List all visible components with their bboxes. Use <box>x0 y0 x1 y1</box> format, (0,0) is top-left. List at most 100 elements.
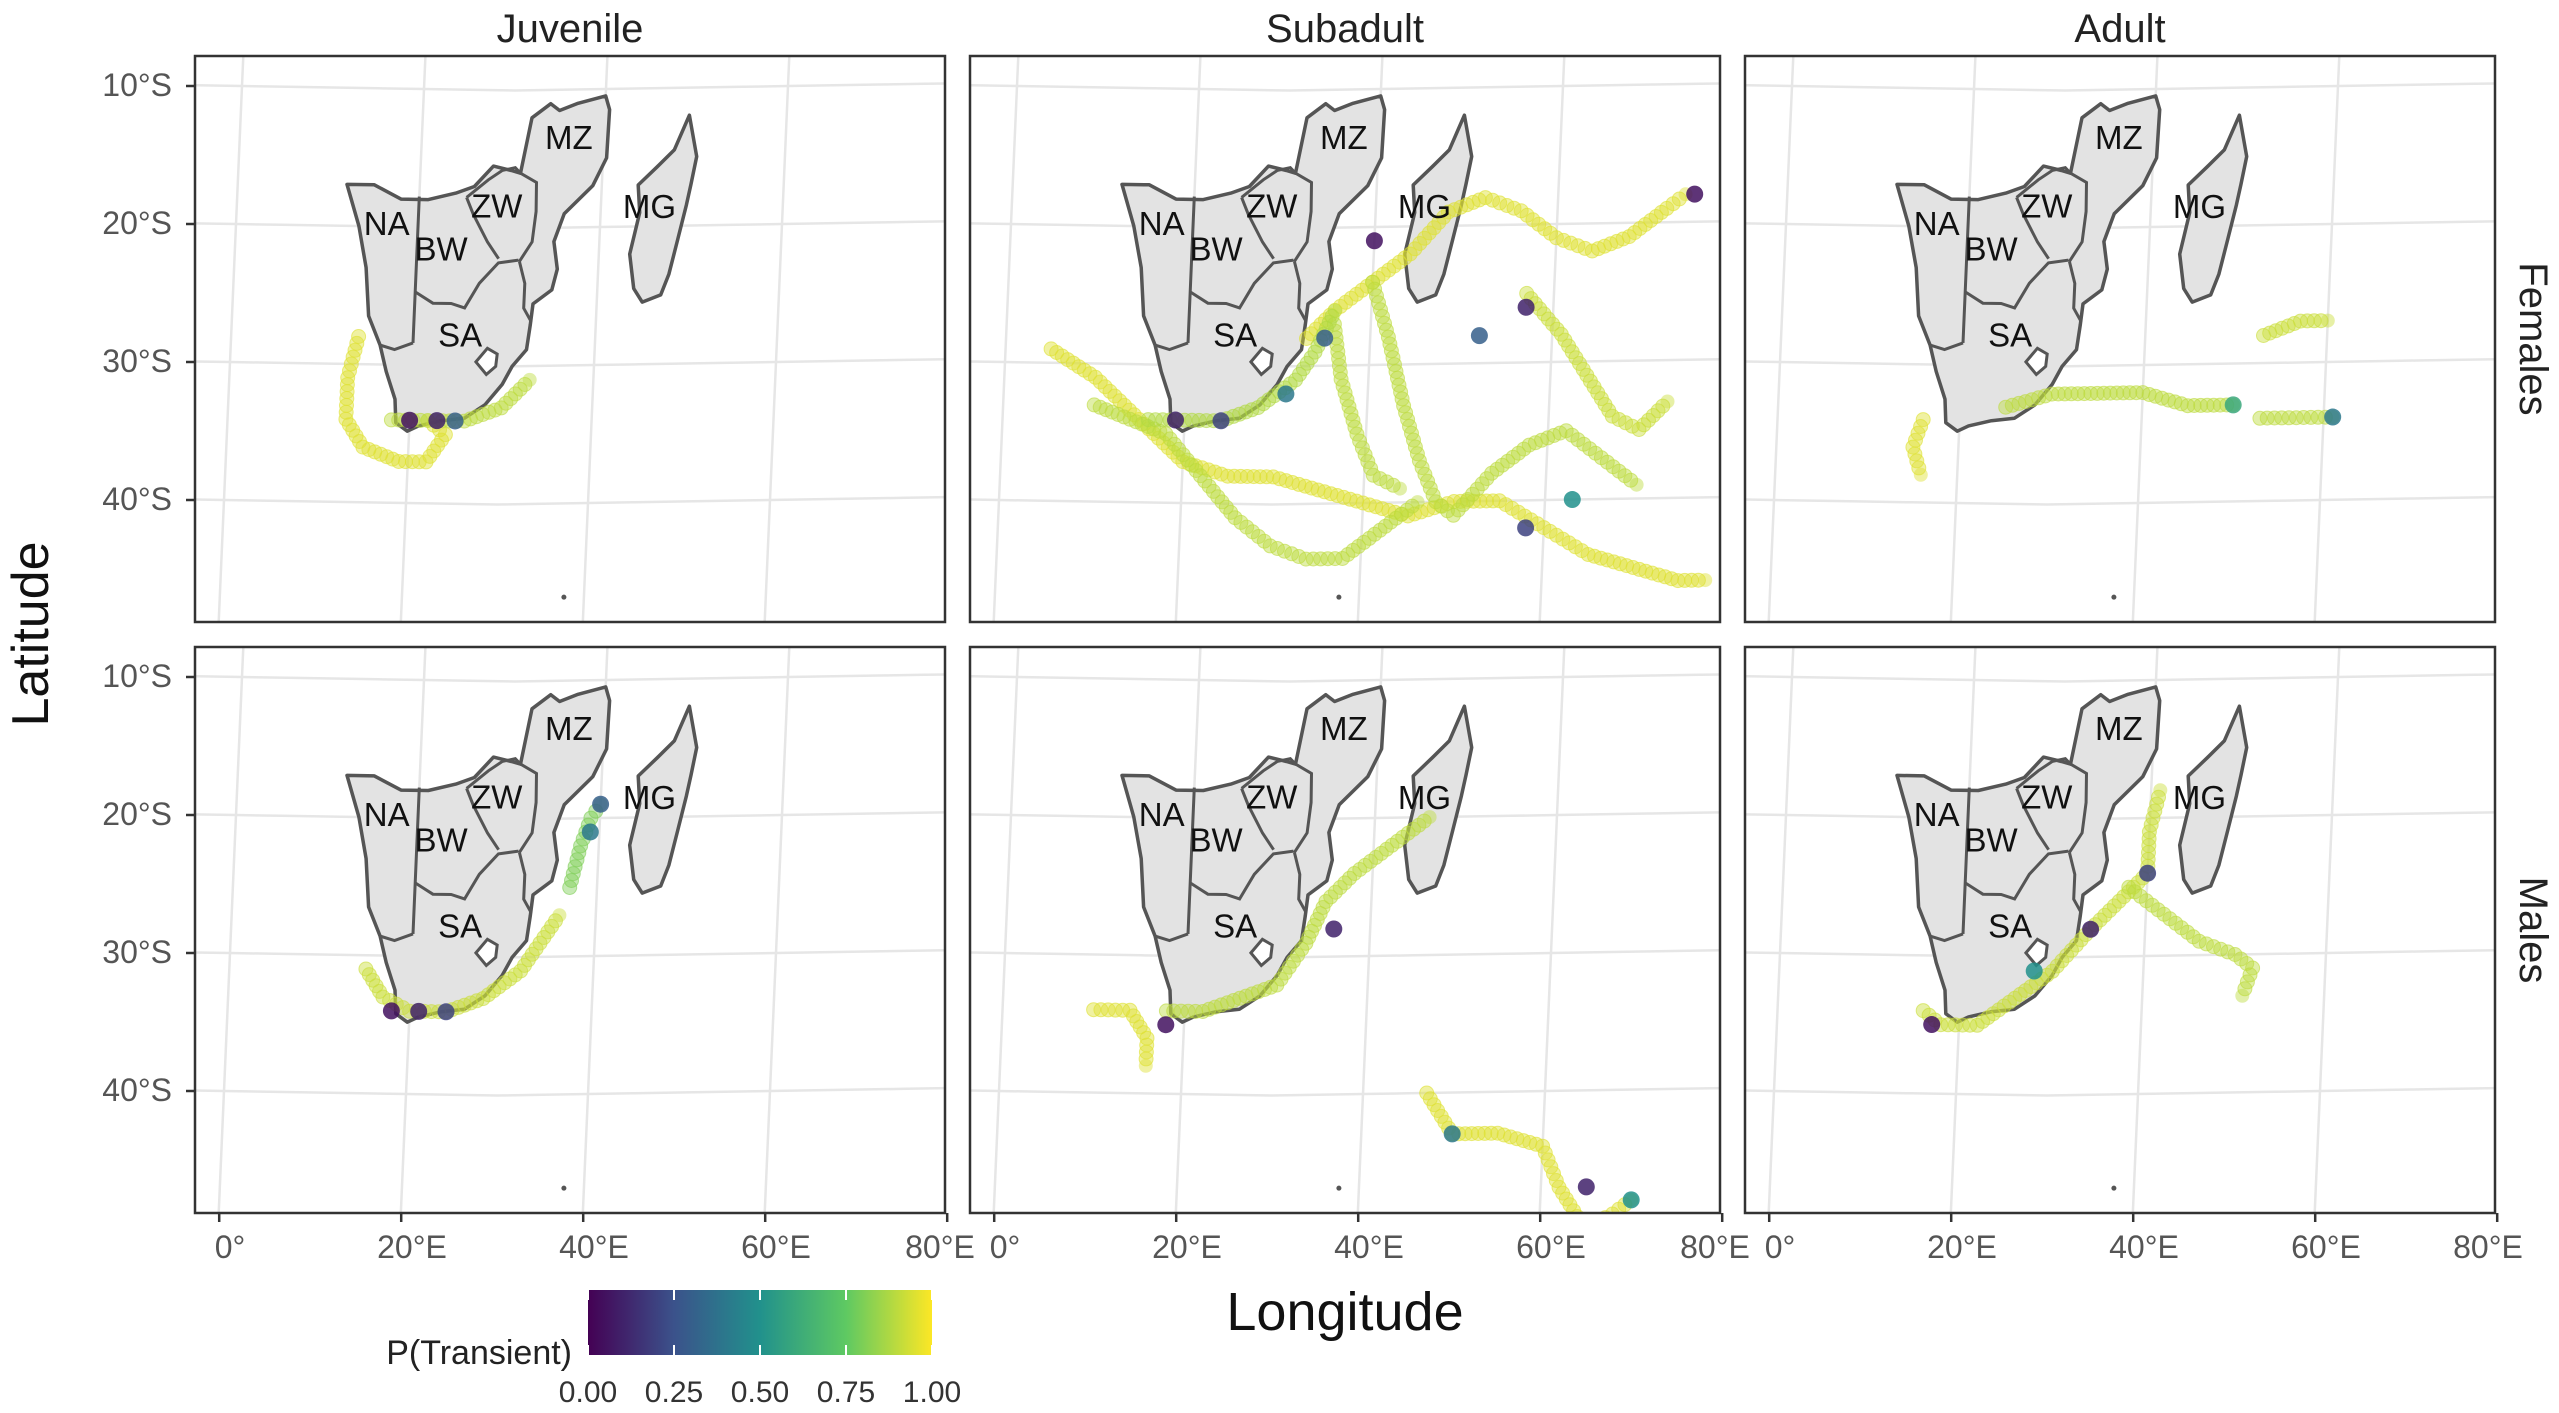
marion-island <box>561 1185 567 1191</box>
country-label: SA <box>1988 316 2032 353</box>
resident-point <box>437 1003 455 1021</box>
location-point <box>1570 1209 1584 1213</box>
location-point <box>522 372 537 387</box>
landmass <box>1895 94 2249 600</box>
location-point <box>1690 572 1706 588</box>
x-tick-label: 80°E <box>905 1229 975 1265</box>
resident-point <box>1167 411 1184 429</box>
track-points <box>1043 185 1713 589</box>
y-tick-labels-bottom: 10°S 20°S 30°S 40°S <box>102 658 172 1108</box>
resident-point <box>446 412 464 430</box>
lesotho-outline <box>1248 346 1274 377</box>
country-label: SA <box>1213 907 1257 944</box>
location-point <box>1404 498 1420 514</box>
graticule-meridian <box>1767 647 1795 1213</box>
x-tick-labels-col3: 0° 20°E 40°E 60°E 80°E <box>1765 1229 2523 1265</box>
resident-point <box>1443 1125 1461 1143</box>
panel-border <box>1743 645 2497 1215</box>
country-label: BW <box>1965 822 2019 859</box>
southern-africa-landmass <box>1120 94 1387 433</box>
resident-point <box>1316 329 1334 347</box>
x-axis-title: Longitude <box>1226 1282 1463 1342</box>
country-border <box>2015 166 2089 263</box>
legend-tick-label: 0.75 <box>817 1376 875 1409</box>
x-tick-label: 60°E <box>1516 1229 1586 1265</box>
country-label: NA <box>1139 205 1185 242</box>
country-border <box>1929 932 1964 943</box>
x-tick-label: 40°E <box>1334 1229 1404 1265</box>
country-label: BW <box>1190 822 1244 859</box>
y-tick-label: 10°S <box>102 67 172 103</box>
country-label: NA <box>364 796 410 833</box>
lesotho-outline <box>2023 346 2049 377</box>
resident-point <box>1212 412 1230 430</box>
panel-border <box>193 645 947 1215</box>
location-point <box>1138 1058 1153 1073</box>
x-tick-label: 20°E <box>1927 1229 1997 1265</box>
country-border <box>1961 196 1971 343</box>
country-border <box>1240 757 1314 854</box>
country-label: ZW <box>2021 187 2073 224</box>
location-point <box>1138 1051 1154 1067</box>
location-point <box>2235 988 2250 1003</box>
legend-tick-label: 0.50 <box>731 1376 789 1409</box>
southern-africa-landmass <box>1895 94 2162 433</box>
country-label: BW <box>1190 231 1244 268</box>
location-point <box>1623 472 1639 488</box>
country-border <box>411 787 421 934</box>
country-border <box>2015 757 2089 854</box>
x-tick-label: 80°E <box>1680 1229 1750 1265</box>
resident-point <box>1157 1016 1175 1034</box>
graticule-meridian <box>2313 647 2341 1213</box>
country-label: ZW <box>1246 187 1298 224</box>
location-point <box>1591 1214 1605 1228</box>
resident-point <box>1923 1016 1941 1034</box>
color-legend: P(Transient) 0.00 0.25 0.50 0.75 1.00 <box>386 1290 961 1409</box>
country-label: NA <box>1914 205 1960 242</box>
country-label: ZW <box>1246 778 1298 815</box>
madagascar-landmass <box>2177 704 2249 895</box>
country-label: SA <box>1213 316 1257 353</box>
panel-border <box>968 645 1722 1215</box>
location-point <box>548 913 563 929</box>
y-tick-label: 30°S <box>102 934 172 970</box>
y-tick-labels-top: 10°S 20°S 30°S 40°S <box>102 67 172 517</box>
location-point <box>2153 783 2168 798</box>
resident-point <box>2224 396 2242 414</box>
resident-point <box>410 1002 428 1020</box>
location-point <box>1227 510 1243 526</box>
country-label: MG <box>1398 779 1451 816</box>
country-border <box>1964 849 2069 901</box>
legend-tick-label: 0.25 <box>645 1376 703 1409</box>
country-border <box>1929 341 1964 352</box>
resident-point <box>382 1002 400 1020</box>
country-label: ZW <box>2021 778 2073 815</box>
resident-point <box>1517 519 1535 537</box>
country-border <box>2015 787 2050 851</box>
y-axis-title: Latitude <box>2 541 60 726</box>
graticule-meridian <box>2313 56 2341 622</box>
resident-point <box>592 795 610 813</box>
lesotho-outline <box>473 937 499 968</box>
resident-point <box>2324 408 2342 426</box>
country-border <box>414 258 519 310</box>
country-border <box>1292 261 1308 323</box>
location-point <box>1393 481 1407 496</box>
resident-point <box>1517 298 1535 316</box>
panel-border <box>1743 54 2497 624</box>
country-label: MG <box>1398 188 1451 225</box>
country-label: NA <box>1914 796 1960 833</box>
country-border <box>379 932 414 943</box>
country-label: MZ <box>545 119 593 156</box>
resident-point <box>2025 962 2043 980</box>
